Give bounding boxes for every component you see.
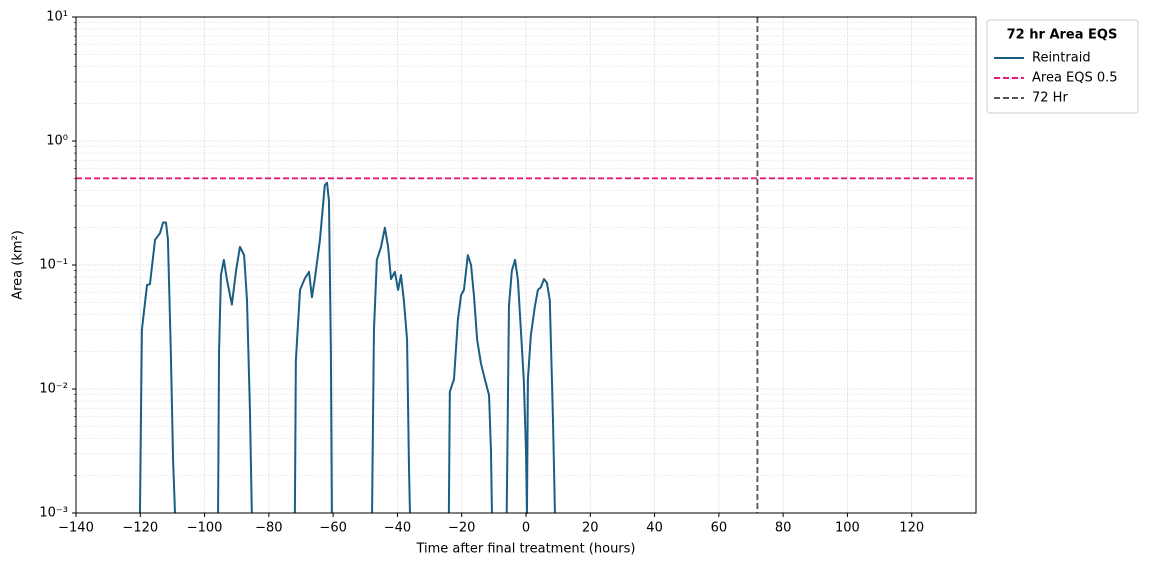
y-tick-label: 10⁻² xyxy=(39,382,68,397)
x-tick-label: −60 xyxy=(319,521,346,536)
x-axis-label: Time after final treatment (hours) xyxy=(415,542,635,557)
legend: 72 hr Area EQS Reintraid Area EQS 0.5 72 H… xyxy=(986,19,1139,114)
x-tick-label: 40 xyxy=(646,521,663,536)
y-tick-label: 10⁰ xyxy=(46,134,68,149)
y-axis-label: Area (km²) xyxy=(11,230,26,300)
x-tick-label: 20 xyxy=(582,521,599,536)
x-tick-label: 100 xyxy=(835,521,860,536)
legend-box xyxy=(986,19,1139,114)
legend-label: 72 Hr xyxy=(1032,91,1068,106)
x-tick-label: −100 xyxy=(187,521,223,536)
x-tick-label: 120 xyxy=(899,521,924,536)
x-tick-label: 0 xyxy=(522,521,530,536)
legend-label: Area EQS 0.5 xyxy=(1032,71,1118,86)
x-tick-label: 60 xyxy=(711,521,728,536)
x-tick-label: −40 xyxy=(384,521,411,536)
x-tick-label: −140 xyxy=(58,521,94,536)
x-tick-label: 80 xyxy=(775,521,792,536)
legend-title: 72 hr Area EQS xyxy=(1007,28,1118,43)
x-tick-label: −80 xyxy=(255,521,282,536)
x-tick-label: −120 xyxy=(122,521,158,536)
y-tick-label: 10¹ xyxy=(46,10,68,25)
series-line xyxy=(138,181,556,514)
grid xyxy=(75,16,976,514)
plot-area xyxy=(76,17,976,514)
y-tick-label: 10⁻¹ xyxy=(39,258,68,273)
y-tick-label: 10⁻³ xyxy=(39,506,68,521)
x-tick-label: −20 xyxy=(448,521,475,536)
legend-label: Reintraid xyxy=(1032,51,1091,66)
